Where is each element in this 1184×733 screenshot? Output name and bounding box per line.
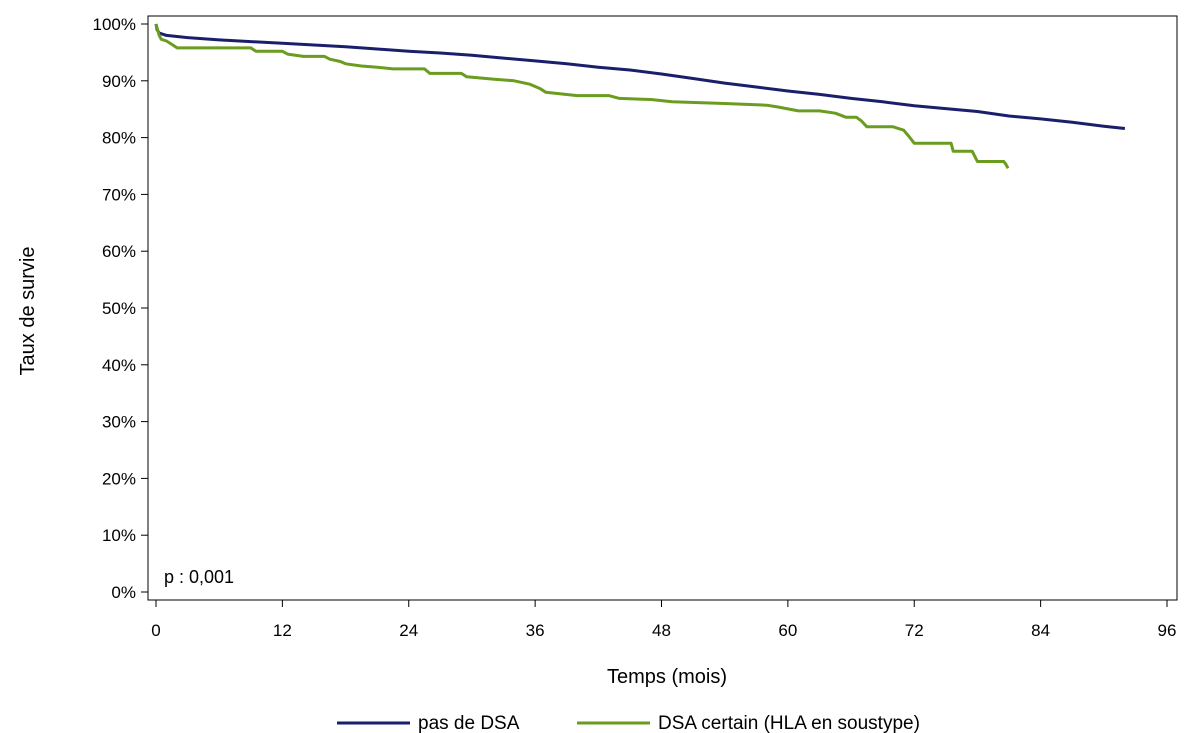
y-tick-label: 60%: [102, 242, 136, 261]
y-tick-label: 0%: [111, 583, 136, 602]
x-axis-label: Temps (mois): [607, 666, 727, 688]
series-layer: [154, 23, 1126, 169]
y-tick-label: 80%: [102, 129, 136, 148]
x-tick-label: 84: [1031, 621, 1050, 640]
legend-label-pas-de-dsa: pas de DSA: [418, 713, 520, 733]
x-tick-label: 24: [399, 621, 418, 640]
y-tick-label: 20%: [102, 469, 136, 488]
series-line-0: [154, 23, 1126, 130]
legend: pas de DSA DSA certain (HLA en soustype): [337, 713, 920, 733]
p-value-annotation: p : 0,001: [164, 567, 234, 587]
x-tick-label: 96: [1158, 621, 1177, 640]
series-line-1: [154, 23, 1010, 169]
y-tick-label: 50%: [102, 299, 136, 318]
y-tick-label: 70%: [102, 185, 136, 204]
x-tick-label: 60: [778, 621, 797, 640]
x-tick-label: 48: [652, 621, 671, 640]
y-tick-label: 10%: [102, 526, 136, 545]
y-tick-label: 30%: [102, 413, 136, 432]
y-tick-label: 100%: [93, 15, 136, 34]
x-tick-label: 12: [273, 621, 292, 640]
y-axis-label: Taux de survie: [17, 247, 39, 376]
x-tick-label: 72: [905, 621, 924, 640]
x-tick-label: 0: [151, 621, 160, 640]
y-tick-label: 40%: [102, 356, 136, 375]
x-tick-label: 36: [526, 621, 545, 640]
y-axis: 0% 10% 20% 30% 40% 50% 60% 70% 80% 90% 100%: [93, 15, 148, 602]
y-tick-label: 90%: [102, 72, 136, 91]
x-axis: 0 12 24 36 48 60 72 84 96: [151, 600, 1176, 640]
legend-label-dsa-certain: DSA certain (HLA en soustype): [658, 713, 920, 733]
